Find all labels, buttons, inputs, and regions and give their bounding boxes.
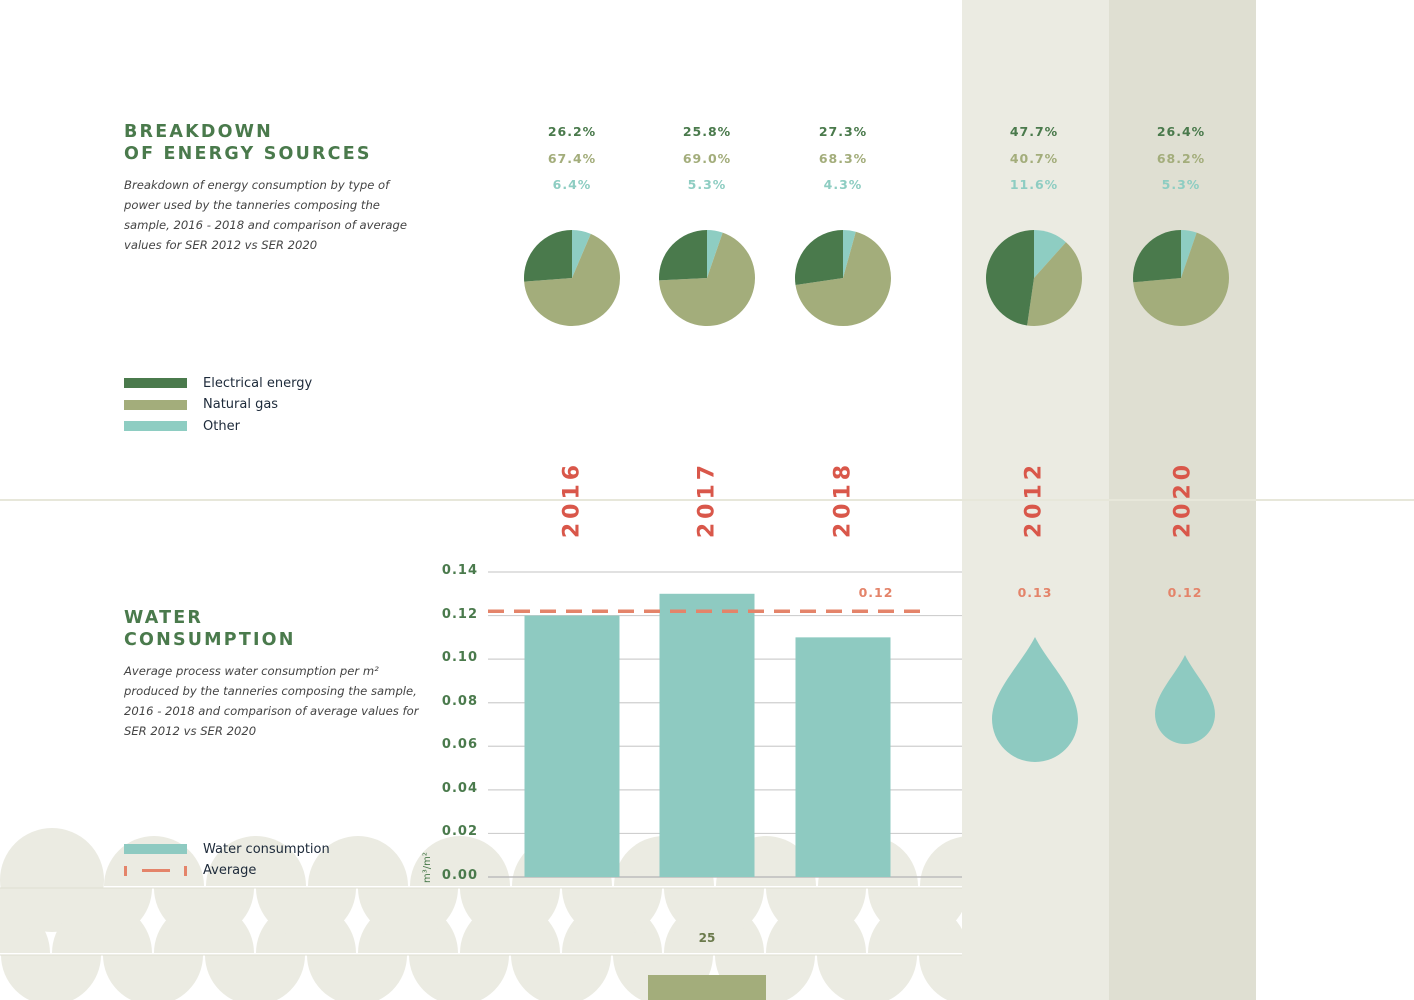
legend-label: Average [203, 863, 257, 878]
ser2020-water-drop-icon [1155, 655, 1215, 744]
energy-pie-charts [523, 230, 1230, 327]
legend-item: Average [124, 863, 257, 878]
y-tick-label: 0.10 [441, 650, 478, 666]
legend-swatch [124, 844, 187, 854]
legend-swatch [124, 421, 187, 431]
pie-slice [659, 230, 707, 281]
legend-item: Water consumption [124, 841, 330, 857]
pie-percent-label: 68.2% [1156, 150, 1206, 166]
legend-item: Other [124, 418, 240, 434]
y-tick-label: 0.00 [441, 868, 478, 883]
pie-percent-label: 6.4% [552, 177, 592, 192]
energy-title-line1: BREAKDOWN [124, 122, 274, 142]
legend-swatch [124, 865, 187, 876]
legend-swatch [124, 399, 187, 410]
y-tick-label: 0.14 [441, 563, 478, 578]
water-bar [659, 593, 755, 877]
pie-percent-label: 40.7% [1009, 150, 1059, 166]
legend-label: Electrical energy [203, 375, 313, 391]
pie-slice [1034, 230, 1066, 278]
y-tick-label: 0.12 [441, 606, 478, 622]
legend-label: Other [203, 418, 240, 434]
energy-description: Breakdown of energy consumption by type … [124, 178, 407, 252]
pie-percent-label: 69.0% [682, 150, 732, 166]
y-tick-label: 0.08 [441, 693, 478, 709]
legend-item: Natural gas [124, 397, 279, 412]
y-tick-label: 0.04 [441, 780, 478, 796]
pie-percent-label: 27.3% [818, 124, 868, 139]
water-description: Average process water consumption per m²… [124, 664, 419, 738]
pie-percent-label: 4.3% [823, 177, 863, 192]
average-value-label: 0.12 [858, 585, 894, 600]
decorative-scallop-pattern [0, 828, 962, 1000]
pie-slice [572, 230, 591, 278]
water-bar [795, 637, 891, 877]
pie-slice [524, 233, 621, 326]
water-title-line2: CONSUMPTION [124, 630, 296, 650]
pie-percent-label: 11.6% [1009, 177, 1059, 192]
pie-slice [1181, 230, 1197, 278]
footer-tab [648, 975, 766, 1000]
pie-slice [1132, 230, 1181, 283]
pie-slice [523, 230, 572, 282]
pie-percent-label: 26.2% [547, 124, 597, 139]
pie-percent-label: 25.8% [682, 124, 732, 139]
legend-label: Water consumption [203, 841, 330, 857]
ser2020-water-label: 0.12 [1167, 585, 1203, 600]
pie-percent-label: 47.7% [1009, 124, 1059, 139]
y-tick-label: 0.06 [441, 737, 478, 753]
pie-slice [707, 230, 723, 278]
pie-slice [1133, 232, 1230, 326]
pie-slice [795, 231, 891, 326]
pie-percent-label: 67.4% [547, 150, 597, 166]
pie-percent-label: 68.3% [818, 150, 868, 166]
pie-slice [986, 230, 1034, 326]
water-bar [524, 615, 620, 877]
y-tick-label: 0.02 [441, 824, 478, 840]
page-number: 25 [698, 931, 716, 945]
pie-percent-label: 5.3% [687, 177, 727, 192]
pie-slice [795, 230, 843, 285]
pie-slice [843, 230, 856, 278]
pie-slice [659, 232, 755, 327]
legend-label: Natural gas [203, 397, 279, 412]
ser2012-water-drop-icon [992, 637, 1078, 762]
section-divider [0, 499, 1414, 501]
energy-title: BREAKDOWN OF ENERGY SOURCES [124, 121, 372, 165]
water-title: WATER CONSUMPTION [124, 607, 296, 651]
pie-slice [1027, 242, 1083, 327]
pie-percent-label: 5.3% [1161, 177, 1201, 192]
legend-swatch [124, 378, 187, 388]
water-title-line1: WATER [124, 608, 204, 628]
legend-item: Electrical energy [124, 375, 313, 391]
ser2012-water-label: 0.13 [1017, 585, 1053, 600]
energy-title-line2: OF ENERGY SOURCES [124, 144, 372, 164]
pie-percent-label: 26.4% [1156, 124, 1206, 139]
